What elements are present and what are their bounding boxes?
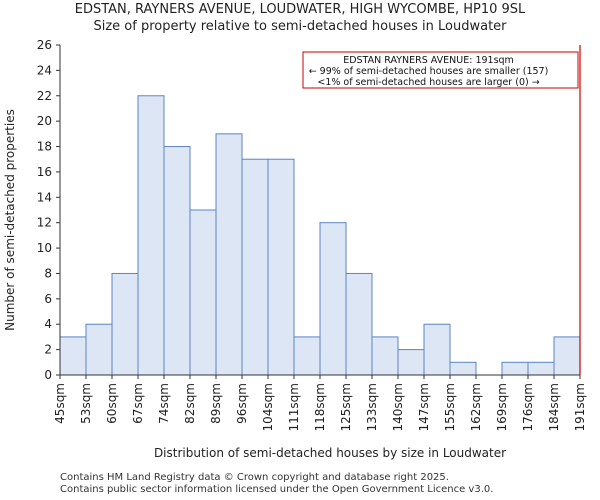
x-tick-label: 169sqm bbox=[495, 383, 509, 431]
bar-184sqm bbox=[553, 336, 581, 376]
bar-104sqm bbox=[267, 158, 295, 376]
y-tick-label: 24 bbox=[37, 63, 52, 77]
bar-45sqm bbox=[59, 336, 87, 376]
y-tick-label: 12 bbox=[37, 216, 52, 230]
bar-111sqm bbox=[293, 336, 321, 376]
y-tick-label: 14 bbox=[37, 190, 52, 204]
y-tick-label: 2 bbox=[44, 343, 52, 357]
x-tick-label: 184sqm bbox=[547, 383, 561, 431]
x-tick-label: 133sqm bbox=[365, 383, 379, 431]
bar-140sqm bbox=[397, 349, 425, 376]
footer-line-1: Contains HM Land Registry data © Crown c… bbox=[60, 472, 449, 483]
x-tick-label: 176sqm bbox=[521, 383, 535, 431]
x-tick-label: 53sqm bbox=[79, 383, 93, 424]
bar-89sqm bbox=[215, 133, 243, 376]
bar-82sqm bbox=[189, 209, 217, 376]
bar-169sqm bbox=[501, 361, 529, 376]
x-tick-label: 89sqm bbox=[209, 383, 223, 424]
y-tick-label: 10 bbox=[37, 241, 52, 255]
bar-53sqm bbox=[85, 323, 113, 376]
x-tick-label: 111sqm bbox=[287, 383, 301, 431]
bar-67sqm bbox=[137, 95, 165, 376]
y-tick-label: 26 bbox=[37, 38, 52, 52]
x-tick-label: 118sqm bbox=[313, 383, 327, 431]
bar-176sqm bbox=[527, 361, 555, 376]
y-axis-label: Number of semi-detached properties bbox=[3, 109, 17, 331]
x-tick-label: 82sqm bbox=[183, 383, 197, 424]
x-tick-label: 60sqm bbox=[105, 383, 119, 424]
x-tick-label: 125sqm bbox=[339, 383, 353, 431]
chart-title: EDSTAN, RAYNERS AVENUE, LOUDWATER, HIGH … bbox=[74, 2, 526, 17]
x-tick-label: 162sqm bbox=[469, 383, 483, 431]
x-tick-label: 147sqm bbox=[417, 383, 431, 431]
y-tick-label: 18 bbox=[37, 140, 52, 154]
x-tick-label: 140sqm bbox=[391, 383, 405, 431]
y-tick-label: 20 bbox=[37, 114, 52, 128]
bar-60sqm bbox=[111, 272, 139, 376]
chart-subtitle: Size of property relative to semi-detach… bbox=[93, 19, 507, 34]
bar-125sqm bbox=[345, 272, 373, 376]
bar-133sqm bbox=[371, 336, 399, 376]
x-tick-label: 45sqm bbox=[53, 383, 67, 424]
x-tick-label: 191sqm bbox=[573, 383, 587, 431]
x-tick-label: 104sqm bbox=[261, 383, 275, 431]
annotation-line-2: ← 99% of semi-detached houses are smalle… bbox=[309, 66, 549, 77]
x-tick-label: 96sqm bbox=[235, 383, 249, 424]
annotation-line-3: <1% of semi-detached houses are larger (… bbox=[317, 77, 539, 88]
annotation-line-1: EDSTAN RAYNERS AVENUE: 191sqm bbox=[343, 55, 514, 66]
bar-118sqm bbox=[319, 222, 347, 376]
y-tick-label: 0 bbox=[44, 368, 52, 382]
x-tick-label: 155sqm bbox=[443, 383, 457, 431]
bar-155sqm bbox=[449, 361, 477, 376]
y-tick-label: 16 bbox=[37, 165, 52, 179]
y-tick-label: 6 bbox=[44, 292, 52, 306]
bar-96sqm bbox=[241, 158, 269, 376]
y-tick-label: 22 bbox=[37, 89, 52, 103]
annotation-box bbox=[302, 51, 579, 89]
bar-74sqm bbox=[163, 146, 191, 376]
y-tick-label: 8 bbox=[44, 266, 52, 280]
x-axis-label: Distribution of semi-detached houses by … bbox=[154, 446, 506, 460]
x-tick-label: 74sqm bbox=[157, 383, 171, 424]
footer-line-2: Contains public sector information licen… bbox=[60, 484, 494, 495]
bar-147sqm bbox=[423, 323, 451, 376]
x-tick-label: 67sqm bbox=[131, 383, 145, 424]
y-tick-label: 4 bbox=[44, 317, 52, 331]
